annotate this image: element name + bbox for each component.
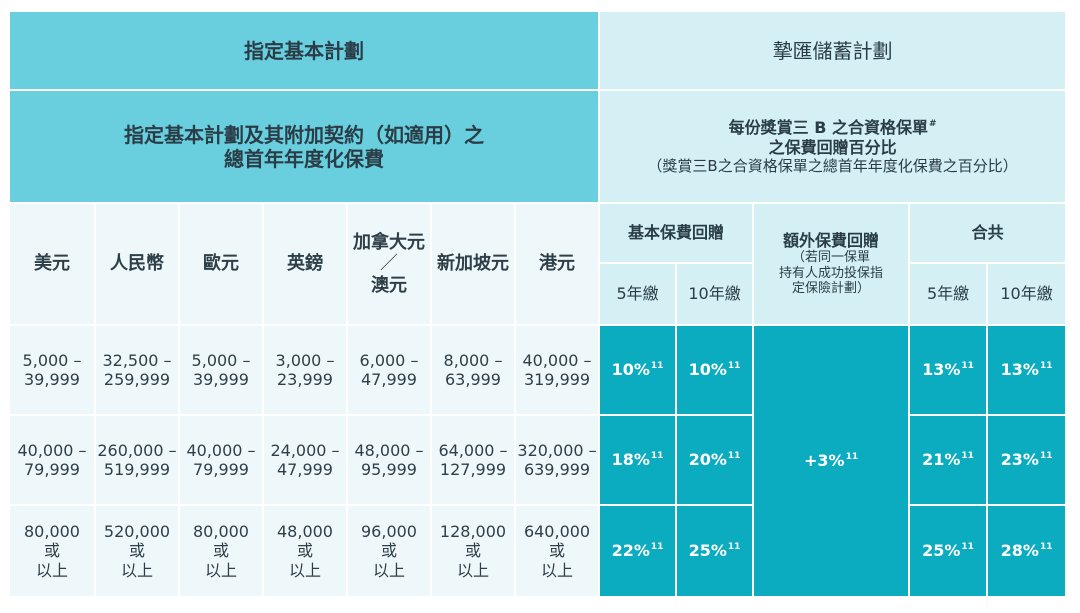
range-cell: 80,000 或以上 (180, 506, 264, 598)
currency-header-usd: 美元 (10, 204, 96, 326)
range-cell: 520,000 或以上 (96, 506, 180, 598)
range-cell: 640,000 或以上 (516, 506, 601, 598)
premium-subheader-line2: 總首年年度化保費 (224, 146, 385, 171)
range-cell: 32,500 –259,999 (96, 326, 180, 416)
total-10yr-header: 10年繳 (988, 264, 1068, 326)
range-cell: 64,000 –127,999 (432, 416, 516, 506)
basic-10yr-header: 10年繳 (677, 264, 755, 326)
basic-5yr-header: 5年繳 (600, 264, 678, 326)
total-5yr-value: 13%11 (910, 326, 989, 416)
rebate-table: 指定基本計劃 摯匯儲蓄計劃 指定基本計劃及其附加契約（如適用）之 總首年年度化保… (10, 12, 1068, 598)
total-5yr-value: 21%11 (910, 416, 989, 506)
range-cell: 3,000 –23,999 (264, 326, 348, 416)
range-cell: 40,000 –79,999 (180, 416, 264, 506)
table-row: 40,000 –79,999 260,000 –519,999 40,000 –… (10, 416, 1068, 506)
range-cell: 48,000 或以上 (264, 506, 348, 598)
basic-10yr-value: 10%11 (677, 326, 755, 416)
range-cell: 5,000 –39,999 (10, 326, 96, 416)
basic-5yr-value: 18%11 (600, 416, 678, 506)
savings-plan-title: 摯匯儲蓄計劃 (772, 38, 893, 63)
range-cell: 260,000 –519,999 (96, 416, 180, 506)
range-cell: 96,000 或以上 (348, 506, 432, 598)
total-5yr-value: 25%11 (910, 506, 989, 598)
total-10yr-value: 13%11 (988, 326, 1068, 416)
rebate-subheader-line3: （獎賞三B之合資格保單之總首年年度化保費之百分比） (647, 156, 1018, 175)
total-5yr-header: 5年繳 (910, 264, 989, 326)
basic-10yr-value: 25%11 (677, 506, 755, 598)
rebate-subheader-line2: 之保費回贈百分比 (768, 137, 897, 157)
premium-subheader-line1: 指定基本計劃及其附加契約（如適用）之 (124, 122, 485, 147)
total-rebate-header: 合共 (910, 204, 1068, 264)
currency-header-gbp: 英鎊 (264, 204, 348, 326)
range-cell: 128,000 或以上 (432, 506, 516, 598)
range-cell: 40,000 –79,999 (10, 416, 96, 506)
designated-plan-title: 指定基本計劃 (244, 38, 365, 63)
currency-header-eur: 歐元 (180, 204, 264, 326)
basic-10yr-value: 20%11 (677, 416, 755, 506)
extra-rebate-header: 額外保費回贈 （若同一保單 持有人成功投保指 定保險計劃） (754, 204, 911, 326)
range-cell: 80,000 或以上 (10, 506, 96, 598)
currency-header-sgd: 新加坡元 (432, 204, 516, 326)
designated-plan-header: 指定基本計劃 (10, 12, 601, 91)
extra-rebate-value: +3%11 (754, 326, 911, 598)
rebate-percentage-subheader: 每份獎賞三 B 之合資格保單# 之保費回贈百分比 （獎賞三B之合資格保單之總首年… (600, 91, 1068, 204)
range-cell: 48,000 –95,999 (348, 416, 432, 506)
range-cell: 6,000 –47,999 (348, 326, 432, 416)
basic-5yr-value: 22%11 (600, 506, 678, 598)
range-cell: 5,000 –39,999 (180, 326, 264, 416)
basic-5yr-value: 10%11 (600, 326, 678, 416)
currency-header-rmb: 人民幣 (96, 204, 180, 326)
basic-rebate-header: 基本保費回贈 (600, 204, 755, 264)
range-cell: 320,000 –639,999 (516, 416, 601, 506)
table-row: 5,000 –39,999 32,500 –259,999 5,000 –39,… (10, 326, 1068, 598)
range-cell: 40,000 –319,999 (516, 326, 601, 416)
total-10yr-value: 23%11 (988, 416, 1068, 506)
range-cell: 8,000 –63,999 (432, 326, 516, 416)
rebate-subheader-line1: 每份獎賞三 B 之合資格保單# (728, 118, 937, 138)
savings-plan-header: 摯匯儲蓄計劃 (600, 12, 1068, 91)
currency-header-hkd: 港元 (516, 204, 601, 326)
total-10yr-value: 28%11 (988, 506, 1068, 598)
table-row: 80,000 或以上 520,000 或以上 80,000 或以上 48,000 或以上… (10, 506, 1068, 598)
premium-subheader: 指定基本計劃及其附加契約（如適用）之 總首年年度化保費 (10, 91, 601, 204)
currency-header-cad-aud: 加拿大元 ／ 澳元 (348, 204, 432, 326)
range-cell: 24,000 –47,999 (264, 416, 348, 506)
